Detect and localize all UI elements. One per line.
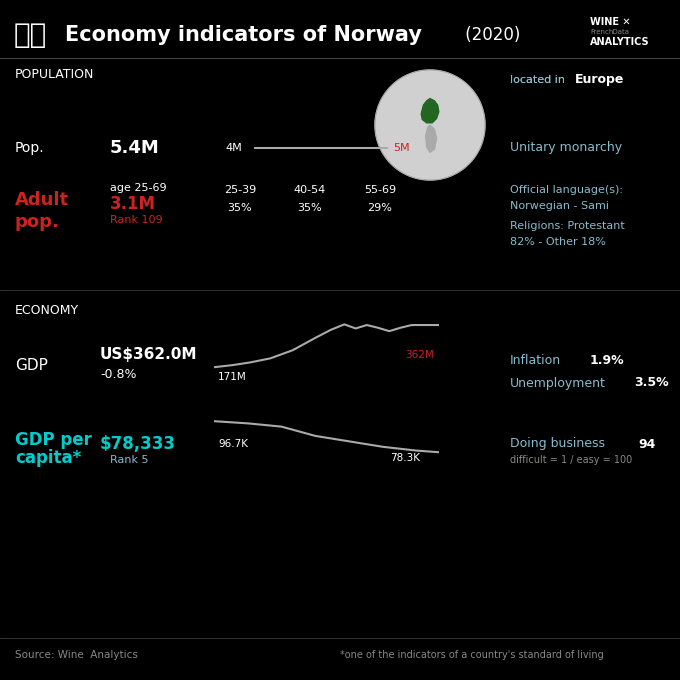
Text: Unemployment: Unemployment xyxy=(510,377,606,390)
Text: WINE ✕: WINE ✕ xyxy=(590,17,630,27)
Text: (2020): (2020) xyxy=(460,26,520,44)
Text: ECONOMY: ECONOMY xyxy=(15,303,79,316)
Text: Adult: Adult xyxy=(15,191,69,209)
Polygon shape xyxy=(421,99,439,123)
Text: 55-69: 55-69 xyxy=(364,185,396,195)
Text: $78,333: $78,333 xyxy=(100,435,176,453)
Text: French: French xyxy=(590,29,613,35)
Text: Rank 109: Rank 109 xyxy=(110,215,163,225)
Text: 3.1M: 3.1M xyxy=(110,195,156,213)
Text: 40-54: 40-54 xyxy=(294,185,326,195)
Text: 🇳🇴: 🇳🇴 xyxy=(14,21,47,49)
Text: 82% - Other 18%: 82% - Other 18% xyxy=(510,237,606,247)
Text: 96.7K: 96.7K xyxy=(218,439,248,449)
Text: Doing business: Doing business xyxy=(510,437,605,450)
Text: 78.3K: 78.3K xyxy=(390,453,420,463)
Text: GDP: GDP xyxy=(15,358,48,373)
Text: 1.9%: 1.9% xyxy=(590,354,625,367)
Polygon shape xyxy=(375,70,485,180)
Text: Economy indicators of Norway: Economy indicators of Norway xyxy=(65,25,422,45)
Text: 25-39: 25-39 xyxy=(224,185,256,195)
Text: 5M: 5M xyxy=(393,143,409,153)
Text: -0.8%: -0.8% xyxy=(100,369,137,381)
Text: Source: Wine  Analytics: Source: Wine Analytics xyxy=(15,650,138,660)
Text: ANALYTICS: ANALYTICS xyxy=(590,37,649,47)
Text: located in: located in xyxy=(510,75,568,85)
Text: pop.: pop. xyxy=(15,213,60,231)
Text: Inflation: Inflation xyxy=(510,354,561,367)
Text: 362M: 362M xyxy=(405,350,434,360)
Text: POPULATION: POPULATION xyxy=(15,69,95,82)
Text: Official language(s):: Official language(s): xyxy=(510,185,623,195)
Text: Unitary monarchy: Unitary monarchy xyxy=(510,141,622,154)
Text: 3.5%: 3.5% xyxy=(634,377,668,390)
Text: 29%: 29% xyxy=(368,203,392,213)
Text: Rank 5: Rank 5 xyxy=(110,455,148,465)
Text: GDP per: GDP per xyxy=(15,431,92,449)
Text: 5.4M: 5.4M xyxy=(110,139,160,157)
Text: capita*: capita* xyxy=(15,449,81,467)
Text: located in: located in xyxy=(510,75,568,85)
Text: Religions: Protestant: Religions: Protestant xyxy=(510,221,625,231)
Text: Pop.: Pop. xyxy=(15,141,45,155)
Text: 94: 94 xyxy=(638,437,656,450)
Text: US$362.0M: US$362.0M xyxy=(100,347,197,362)
Text: Norwegian - Sami: Norwegian - Sami xyxy=(510,201,609,211)
Text: *one of the indicators of a country's standard of living: *one of the indicators of a country's st… xyxy=(340,650,604,660)
Text: 171M: 171M xyxy=(218,372,247,382)
Text: 35%: 35% xyxy=(228,203,252,213)
Polygon shape xyxy=(426,125,437,152)
Text: age 25-69: age 25-69 xyxy=(110,183,167,193)
Text: difficult = 1 / easy = 100: difficult = 1 / easy = 100 xyxy=(510,455,632,465)
Text: Data: Data xyxy=(590,29,629,35)
Text: 4M: 4M xyxy=(225,143,242,153)
Text: Europe: Europe xyxy=(575,73,624,86)
Text: 35%: 35% xyxy=(298,203,322,213)
